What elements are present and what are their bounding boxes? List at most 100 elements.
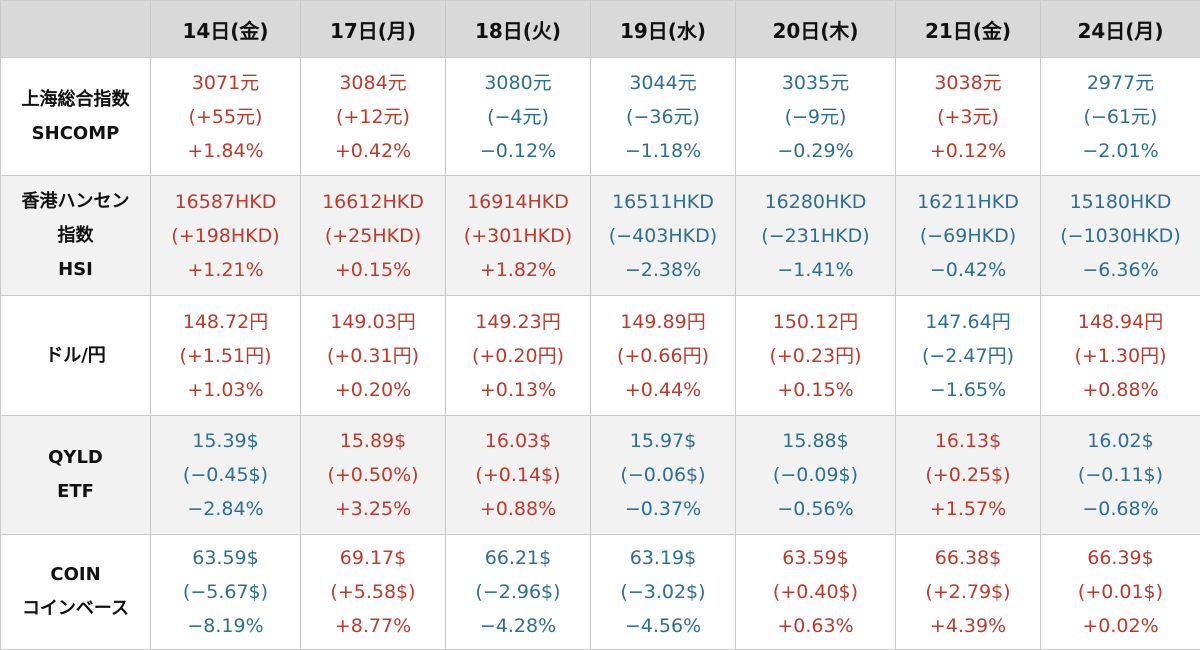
data-cell: 16.13$(+0.25$)+1.57% <box>896 416 1041 535</box>
change-value: (−0.11$) <box>1041 458 1200 492</box>
percent-change: −0.68% <box>1041 492 1200 526</box>
price-value: 149.23円 <box>446 305 590 339</box>
percent-change: +0.88% <box>1041 373 1200 407</box>
change-value: (−3.02$) <box>591 575 735 609</box>
price-value: 63.59$ <box>151 541 300 575</box>
price-value: 16.03$ <box>446 424 590 458</box>
change-value: (−4元) <box>446 100 590 134</box>
price-value: 69.17$ <box>301 541 445 575</box>
percent-change: +0.12% <box>896 134 1040 168</box>
change-value: (+0.66円) <box>591 339 735 373</box>
change-value: (+0.23円) <box>736 339 895 373</box>
data-cell: 63.59$(−5.67$)−8.19% <box>151 535 301 650</box>
percent-change: +3.25% <box>301 492 445 526</box>
row-label-line: 上海総合指数 <box>1 83 150 117</box>
percent-change: +4.39% <box>896 609 1040 643</box>
change-value: (−2.47円) <box>896 339 1040 373</box>
price-value: 148.94円 <box>1041 305 1200 339</box>
data-cell: 66.39$(+0.01$)+0.02% <box>1041 535 1200 650</box>
price-value: 66.21$ <box>446 541 590 575</box>
change-value: (−2.96$) <box>446 575 590 609</box>
change-value: (−61元) <box>1041 100 1200 134</box>
percent-change: −2.01% <box>1041 134 1200 168</box>
data-cell: 16612HKD(+25HKD)+0.15% <box>301 176 446 296</box>
data-cell: 66.21$(−2.96$)−4.28% <box>446 535 591 650</box>
row-label-line: ETF <box>1 475 150 509</box>
col-header: 18日(火) <box>446 1 591 58</box>
change-value: (+198HKD) <box>151 219 300 253</box>
price-value: 148.72円 <box>151 305 300 339</box>
change-value: (+3元) <box>896 100 1040 134</box>
percent-change: +0.20% <box>301 373 445 407</box>
row-label-line: SHCOMP <box>1 117 150 151</box>
price-value: 3071元 <box>151 66 300 100</box>
change-value: (−36元) <box>591 100 735 134</box>
percent-change: +8.77% <box>301 609 445 643</box>
change-value: (+0.50%) <box>301 458 445 492</box>
price-value: 3035元 <box>736 66 895 100</box>
change-value: (+0.25$) <box>896 458 1040 492</box>
col-header: 17日(月) <box>301 1 446 58</box>
percent-change: −1.41% <box>736 253 895 287</box>
row-label-line: コインベース <box>1 592 150 626</box>
header-row: 14日(金) 17日(月) 18日(火) 19日(水) 20日(木) 21日(金… <box>1 1 1200 58</box>
percent-change: −6.36% <box>1041 253 1200 287</box>
data-cell: 149.89円(+0.66円)+0.44% <box>591 296 736 416</box>
price-value: 149.89円 <box>591 305 735 339</box>
row-label-line: 香港ハンセン <box>1 185 150 219</box>
percent-change: +0.42% <box>301 134 445 168</box>
change-value: (+0.31円) <box>301 339 445 373</box>
change-value: (−69HKD) <box>896 219 1040 253</box>
percent-change: +0.02% <box>1041 609 1200 643</box>
price-value: 3084元 <box>301 66 445 100</box>
col-header: 14日(金) <box>151 1 301 58</box>
price-value: 147.64円 <box>896 305 1040 339</box>
change-value: (+0.01$) <box>1041 575 1200 609</box>
data-cell: 148.94円(+1.30円)+0.88% <box>1041 296 1200 416</box>
data-cell: 149.03円(+0.31円)+0.20% <box>301 296 446 416</box>
price-value: 16914HKD <box>446 185 590 219</box>
percent-change: +0.88% <box>446 492 590 526</box>
price-value: 16280HKD <box>736 185 895 219</box>
corner-cell <box>1 1 151 58</box>
data-cell: 69.17$(+5.58$)+8.77% <box>301 535 446 650</box>
change-value: (+25HKD) <box>301 219 445 253</box>
price-value: 63.19$ <box>591 541 735 575</box>
price-value: 15.88$ <box>736 424 895 458</box>
change-value: (−0.45$) <box>151 458 300 492</box>
data-cell: 149.23円(+0.20円)+0.13% <box>446 296 591 416</box>
percent-change: +0.63% <box>736 609 895 643</box>
price-value: 63.59$ <box>736 541 895 575</box>
change-value: (+301HKD) <box>446 219 590 253</box>
price-value: 3080元 <box>446 66 590 100</box>
change-value: (+2.79$) <box>896 575 1040 609</box>
price-value: 16511HKD <box>591 185 735 219</box>
row-label-line: COIN <box>1 558 150 592</box>
col-header: 24日(月) <box>1041 1 1200 58</box>
data-cell: 15.89$(+0.50%)+3.25% <box>301 416 446 535</box>
price-value: 3038元 <box>896 66 1040 100</box>
data-cell: 15.97$(−0.06$)−0.37% <box>591 416 736 535</box>
price-value: 16.13$ <box>896 424 1040 458</box>
change-value: (+12元) <box>301 100 445 134</box>
change-value: (+55元) <box>151 100 300 134</box>
change-value: (−0.09$) <box>736 458 895 492</box>
price-value: 15.89$ <box>301 424 445 458</box>
change-value: (−403HKD) <box>591 219 735 253</box>
col-header: 20日(木) <box>736 1 896 58</box>
data-cell: 3035元(−9元)−0.29% <box>736 58 896 176</box>
change-value: (+1.30円) <box>1041 339 1200 373</box>
percent-change: +0.15% <box>301 253 445 287</box>
data-cell: 15.88$(−0.09$)−0.56% <box>736 416 896 535</box>
price-value: 16612HKD <box>301 185 445 219</box>
percent-change: −0.37% <box>591 492 735 526</box>
price-value: 15.97$ <box>591 424 735 458</box>
change-value: (+1.51円) <box>151 339 300 373</box>
percent-change: −4.28% <box>446 609 590 643</box>
price-value: 15.39$ <box>151 424 300 458</box>
